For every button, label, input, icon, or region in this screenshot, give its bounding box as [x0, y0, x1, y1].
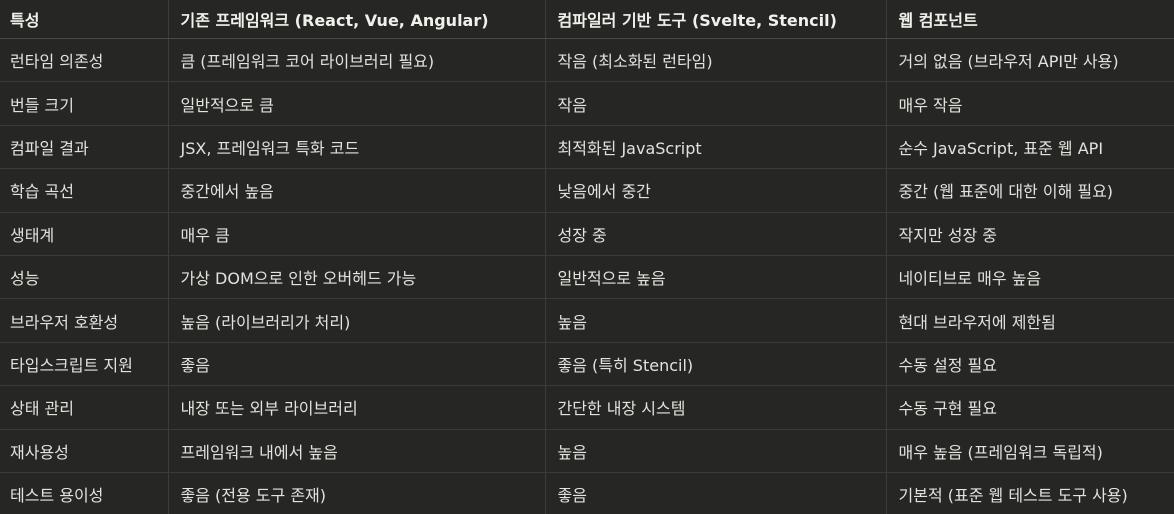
table-row: 브라우저 호환성 높음 (라이브러리가 처리) 높음 현대 브라우저에 제한됨: [0, 298, 1174, 343]
table-cell: 매우 높음 (프레임워크 독립적): [886, 429, 1174, 473]
table-cell: 네이티브로 매우 높음: [886, 255, 1174, 300]
table-cell: 좋음 (전용 도구 존재): [168, 472, 546, 514]
row-label-cell: 컴파일 결과: [0, 125, 169, 170]
table-cell: 높음: [545, 429, 887, 473]
table-header: 특성 기존 프레임워크 (React, Vue, Angular) 컴파일러 기…: [0, 0, 1174, 39]
table-cell: 작음: [545, 81, 887, 126]
table-row: 재사용성 프레임워크 내에서 높음 높음 매우 높음 (프레임워크 독립적): [0, 429, 1174, 473]
table-cell: 낮음에서 중간: [545, 168, 887, 213]
table-cell: 중간 (웹 표준에 대한 이해 필요): [886, 168, 1174, 213]
table-cell: 작지만 성장 중: [886, 212, 1174, 256]
table-cell: 거의 없음 (브라우저 API만 사용): [886, 38, 1174, 83]
table-cell: 높음: [545, 298, 887, 343]
table-cell: 수동 구현 필요: [886, 385, 1174, 430]
table-cell: 내장 또는 외부 라이브러리: [168, 385, 546, 430]
table-cell: 일반적으로 높음: [545, 255, 887, 300]
table-row: 상태 관리 내장 또는 외부 라이브러리 간단한 내장 시스템 수동 구현 필요: [0, 385, 1174, 430]
table-cell: 좋음: [545, 472, 887, 514]
header-cell-feature: 특성: [0, 0, 169, 39]
table-cell: 작음 (최소화된 런타임): [545, 38, 887, 83]
table-cell: 간단한 내장 시스템: [545, 385, 887, 430]
table-cell: 성장 중: [545, 212, 887, 256]
header-row: 특성 기존 프레임워크 (React, Vue, Angular) 컴파일러 기…: [0, 0, 1174, 39]
row-label-cell: 성능: [0, 255, 169, 300]
table-row: 학습 곡선 중간에서 높음 낮음에서 중간 중간 (웹 표준에 대한 이해 필요…: [0, 168, 1174, 213]
table-row: 성능 가상 DOM으로 인한 오버헤드 가능 일반적으로 높음 네이티브로 매우…: [0, 255, 1174, 300]
table-cell: 수동 설정 필요: [886, 342, 1174, 387]
table-row: 생태계 매우 큼 성장 중 작지만 성장 중: [0, 212, 1174, 256]
row-label-cell: 상태 관리: [0, 385, 169, 430]
table-row: 번들 크기 일반적으로 큼 작음 매우 작음: [0, 81, 1174, 126]
table-cell: 최적화된 JavaScript: [545, 125, 887, 170]
table-row: 컴파일 결과 JSX, 프레임워크 특화 코드 최적화된 JavaScript …: [0, 125, 1174, 170]
table-cell: 순수 JavaScript, 표준 웹 API: [886, 125, 1174, 170]
table-cell: 중간에서 높음: [168, 168, 546, 213]
row-label-cell: 생태계: [0, 212, 169, 256]
table-cell: 일반적으로 큼: [168, 81, 546, 126]
table-cell: 기본적 (표준 웹 테스트 도구 사용): [886, 472, 1174, 514]
header-cell-compiler-tools: 컴파일러 기반 도구 (Svelte, Stencil): [545, 0, 887, 39]
row-label-cell: 학습 곡선: [0, 168, 169, 213]
table-body: 런타임 의존성 큼 (프레임워크 코어 라이브러리 필요) 작음 (최소화된 런…: [0, 38, 1174, 514]
table-cell: 가상 DOM으로 인한 오버헤드 가능: [168, 255, 546, 300]
table-cell: 매우 작음: [886, 81, 1174, 126]
table-cell: JSX, 프레임워크 특화 코드: [168, 125, 546, 170]
table-cell: 좋음 (특히 Stencil): [545, 342, 887, 387]
row-label-cell: 재사용성: [0, 429, 169, 473]
header-cell-web-components: 웹 컴포넌트: [886, 0, 1174, 39]
row-label-cell: 런타임 의존성: [0, 38, 169, 83]
table-cell: 큼 (프레임워크 코어 라이브러리 필요): [168, 38, 546, 83]
table-row: 런타임 의존성 큼 (프레임워크 코어 라이브러리 필요) 작음 (최소화된 런…: [0, 38, 1174, 83]
row-label-cell: 브라우저 호환성: [0, 298, 169, 343]
row-label-cell: 타입스크립트 지원: [0, 342, 169, 387]
table-row: 테스트 용이성 좋음 (전용 도구 존재) 좋음 기본적 (표준 웹 테스트 도…: [0, 472, 1174, 514]
header-cell-traditional-frameworks: 기존 프레임워크 (React, Vue, Angular): [168, 0, 546, 39]
table-cell: 높음 (라이브러리가 처리): [168, 298, 546, 343]
table-cell: 매우 큼: [168, 212, 546, 256]
table-cell: 좋음: [168, 342, 546, 387]
table-row: 타입스크립트 지원 좋음 좋음 (특히 Stencil) 수동 설정 필요: [0, 342, 1174, 387]
row-label-cell: 테스트 용이성: [0, 472, 169, 514]
table-cell: 현대 브라우저에 제한됨: [886, 298, 1174, 343]
table-cell: 프레임워크 내에서 높음: [168, 429, 546, 473]
row-label-cell: 번들 크기: [0, 81, 169, 126]
